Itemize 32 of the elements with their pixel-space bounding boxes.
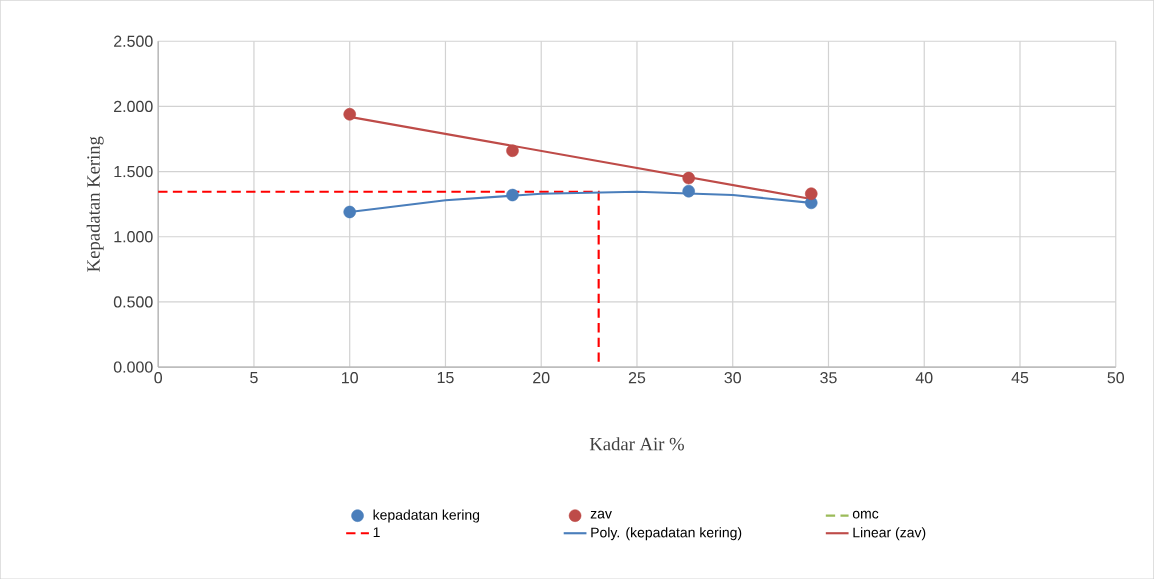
point — [682, 184, 695, 198]
y-tick-label: 2.500 — [114, 35, 153, 47]
x-tick-label: 15 — [437, 371, 454, 384]
point — [682, 171, 695, 185]
y-tick-label: 0.000 — [113, 361, 153, 373]
y-tick-label: 0.500 — [113, 296, 153, 308]
x-tick-label: 50 — [1107, 371, 1125, 384]
x-tick-label: 35 — [820, 371, 837, 384]
x-tick-label: 45 — [1011, 371, 1029, 384]
x-tick-label: 20 — [533, 371, 550, 384]
point — [804, 187, 818, 200]
x-tick-label: 30 — [724, 371, 742, 384]
legend-label: Linear (zav) — [853, 527, 926, 541]
x-tick-label: 5 — [250, 371, 258, 384]
point — [343, 107, 356, 121]
legend-label: kepadatan kering — [373, 509, 480, 523]
y-tick-label: 2.000 — [114, 100, 153, 112]
legend-label: Poly. (kepadatan kering) — [591, 527, 742, 541]
legend-label: zav — [590, 510, 612, 519]
x-axis-title: Kadar Air % — [589, 437, 684, 451]
x-tick-label: 0 — [154, 371, 163, 384]
point — [506, 188, 519, 202]
y-tick-label: 1.000 — [114, 230, 153, 243]
legend-label: omc — [852, 510, 879, 519]
y-tick-label: 1.500 — [114, 165, 153, 178]
x-tick-label: 40 — [915, 371, 933, 384]
x-tick-label: 10 — [342, 371, 358, 384]
point — [506, 144, 519, 157]
point — [343, 205, 356, 219]
x-tick-label: 25 — [628, 371, 646, 384]
y-axis-title: Kepadatan Kering — [86, 136, 104, 272]
legend-label: 1 — [373, 527, 380, 537]
